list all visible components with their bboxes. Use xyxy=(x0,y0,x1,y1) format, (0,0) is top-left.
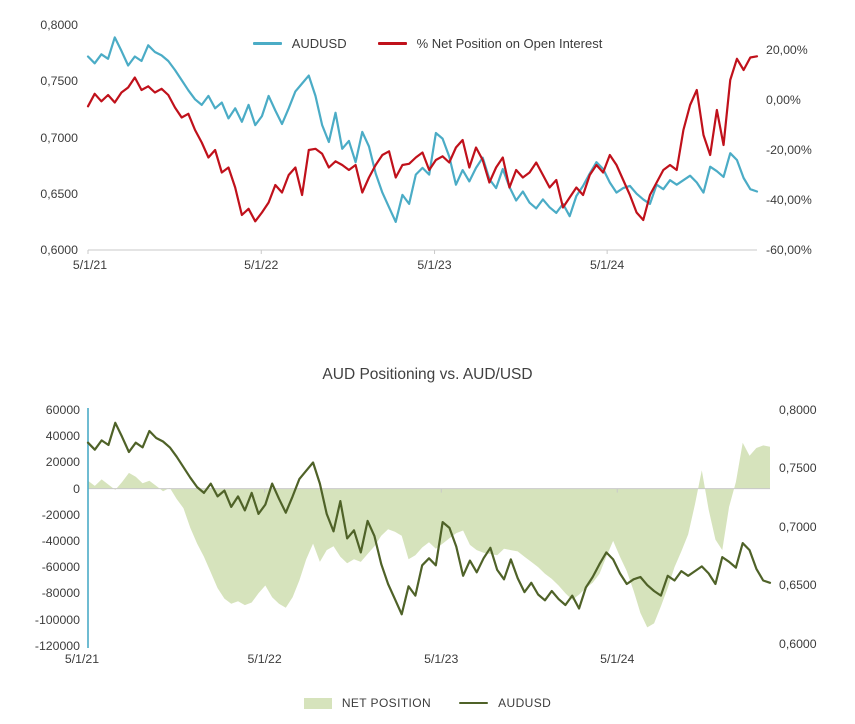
top-y-left-tick-label: 0,7500 xyxy=(40,74,78,89)
audusd-line-series xyxy=(86,36,759,223)
audusd-olive-line-swatch xyxy=(459,701,489,705)
audusd-olive-line-series xyxy=(86,421,772,616)
bottom-y-right-tick-label: 0,7000 xyxy=(779,519,817,534)
bottom-y-left-tick-label: -80000 xyxy=(41,586,80,601)
bottom-y-left-tick-label: 0 xyxy=(73,481,80,496)
bottom-y-left-tick-label: -100000 xyxy=(34,612,80,627)
audusd-line-swatch xyxy=(252,42,282,45)
legend-item-net-position-pct: % Net Position on Open Interest xyxy=(377,36,603,51)
net-position-area-swatch xyxy=(303,697,332,709)
legend-item-audusd: AUDUSD xyxy=(252,36,347,51)
legend-label-net-position-pct: % Net Position on Open Interest xyxy=(416,36,603,51)
top-x-tick-label: 5/1/23 xyxy=(417,258,452,272)
top-y-right-tick-label: -60,00% xyxy=(766,243,812,257)
legend-label-audusd: AUDUSD xyxy=(291,36,347,51)
bottom-x-tick-label: 5/1/21 xyxy=(64,652,100,666)
bottom-y-right-tick-label: 0,7500 xyxy=(779,461,817,476)
top-y-left-tick-label: 0,8000 xyxy=(40,18,78,32)
bottom-x-tick-label: 5/1/24 xyxy=(600,652,635,666)
top-y-right-tick-label: -20,00% xyxy=(766,143,812,157)
bottom-y-left-tick-label: 40000 xyxy=(45,429,80,444)
bottom-y-left-tick-label: -40000 xyxy=(41,533,80,548)
top-x-tick-label: 5/1/24 xyxy=(590,258,625,272)
legend-label-audusd-bottom: AUDUSD xyxy=(498,696,552,710)
bottom-y-right-tick-label: 0,8000 xyxy=(779,403,817,417)
bottom-x-tick-label: 5/1/23 xyxy=(424,652,459,666)
legend-item-audusd-bottom: AUDUSD xyxy=(459,696,551,710)
top-chart-legend: AUDUSD % Net Position on Open Interest xyxy=(0,36,855,51)
bottom-y-left-tick-label: -20000 xyxy=(41,507,80,522)
top-x-tick-label: 5/1/22 xyxy=(244,258,279,272)
top-y-left-tick-label: 0,6500 xyxy=(40,186,78,201)
bottom-x-tick-label: 5/1/22 xyxy=(247,652,282,666)
bottom-y-right-tick-label: 0,6500 xyxy=(779,578,817,593)
net-position-line-swatch xyxy=(377,42,407,45)
bottom-y-right-tick-label: 0,6000 xyxy=(779,636,817,651)
top-y-right-tick-label: 20,00% xyxy=(766,43,808,57)
net-position-pct-line-series xyxy=(86,55,759,223)
legend-label-net-position: NET POSITION xyxy=(341,696,432,710)
top-y-left-tick-label: 0,6000 xyxy=(40,243,78,257)
top-y-left-tick-label: 0,7000 xyxy=(40,130,78,145)
bottom-y-left-tick-label: 60000 xyxy=(45,403,80,417)
bottom-y-left-tick-label: 20000 xyxy=(45,455,80,470)
top-y-right-tick-label: -40,00% xyxy=(766,193,812,207)
top-x-tick-label: 5/1/21 xyxy=(72,258,108,272)
bottom-y-left-tick-label: -120000 xyxy=(34,638,80,653)
bottom-chart-legend: NET POSITION AUDUSD xyxy=(0,696,855,710)
bottom-y-left-tick-label: -60000 xyxy=(41,560,80,575)
top-y-right-tick-label: 0,00% xyxy=(766,93,801,107)
legend-item-net-position: NET POSITION xyxy=(303,696,432,710)
bottom-chart-title: AUD Positioning vs. AUD/USD xyxy=(322,366,533,383)
